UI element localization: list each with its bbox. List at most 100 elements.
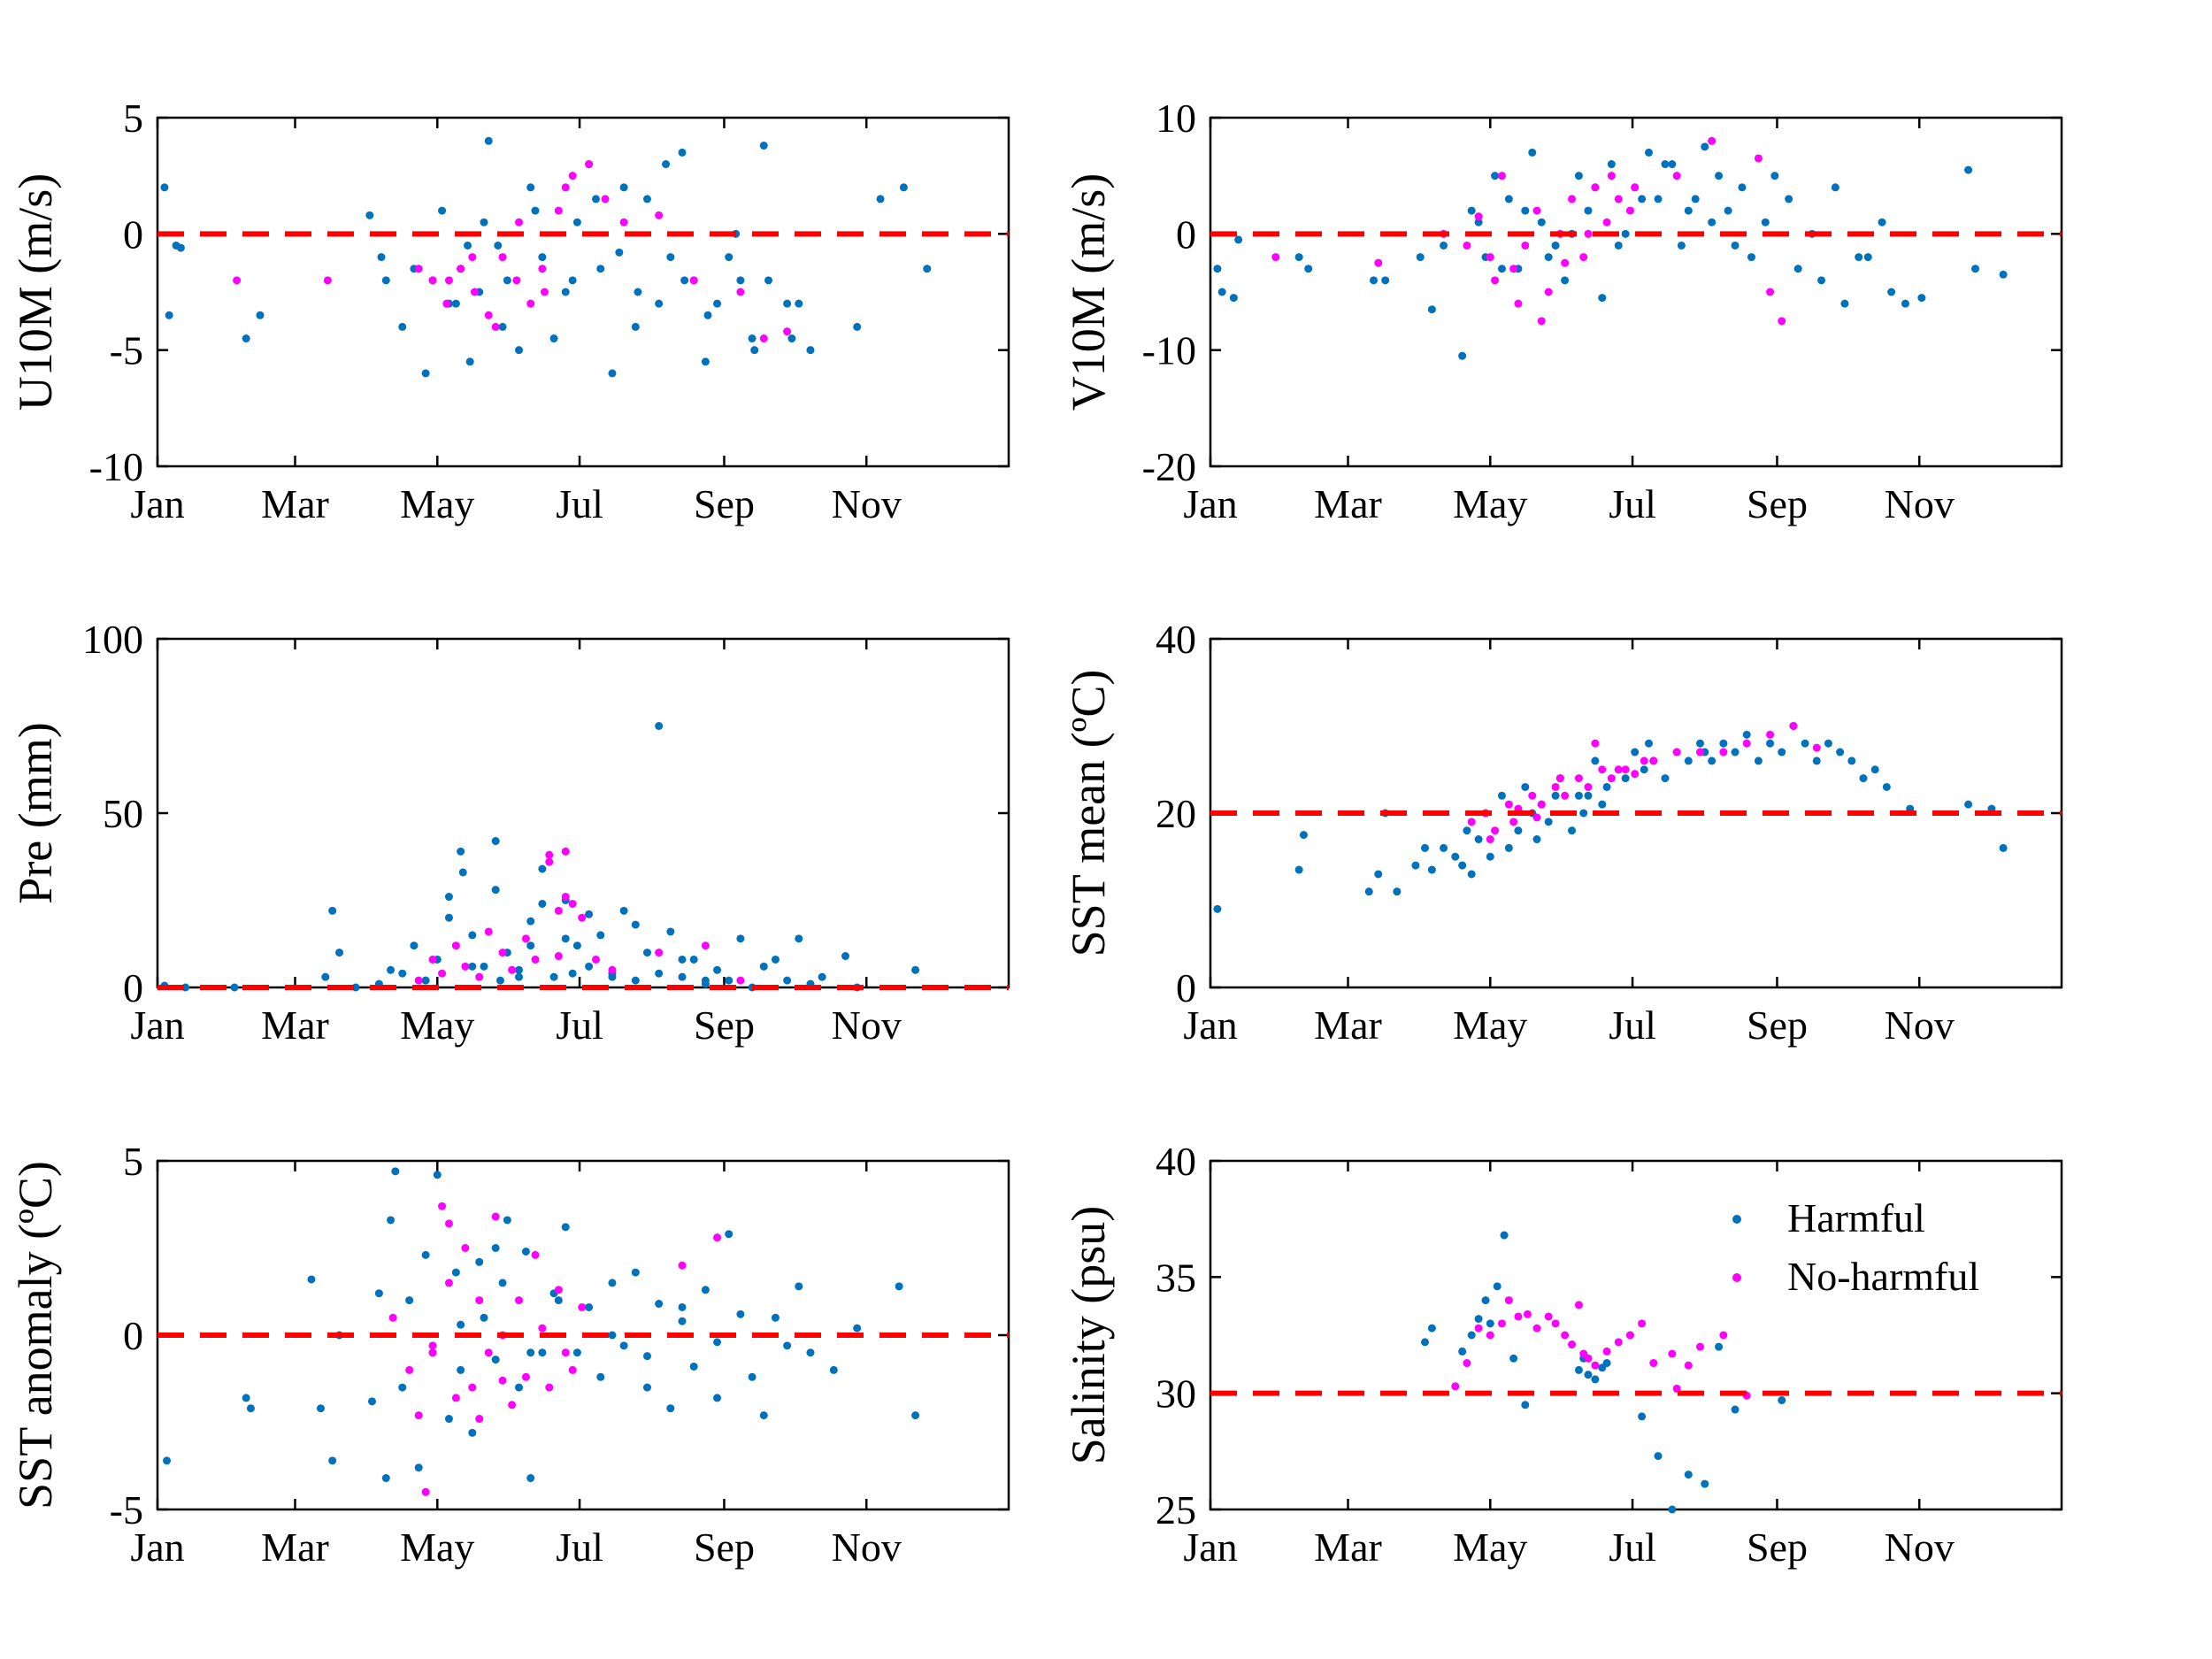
data-point — [316, 1404, 325, 1413]
data-point — [458, 868, 467, 877]
data-point — [655, 722, 664, 730]
data-point — [615, 248, 624, 257]
y-axis-label: SST anomaly (ºC) — [9, 1161, 62, 1509]
panel-sst_anomaly: Jan Mar May Jul Sep Nov -5 0 5 SST anomaly (ºC) — [9, 1139, 1010, 1570]
data-point — [1497, 791, 1506, 800]
data-point — [1719, 739, 1728, 748]
data-point — [480, 1313, 488, 1322]
data-point — [911, 965, 920, 974]
data-point — [515, 965, 524, 974]
data-point — [1695, 748, 1704, 757]
data-point — [1649, 1359, 1658, 1368]
data-point — [771, 955, 780, 964]
data-point — [713, 1338, 722, 1347]
data-point — [515, 972, 524, 981]
data-point — [526, 941, 535, 950]
y-axis-label: Pre (mm) — [9, 722, 62, 903]
y-tick-label: 0 — [123, 1313, 143, 1358]
data-point — [725, 253, 733, 262]
data-point — [163, 1456, 172, 1465]
data-point — [1778, 748, 1786, 757]
data-point — [545, 850, 554, 859]
data-point — [561, 1348, 570, 1357]
data-point — [596, 1372, 605, 1381]
data-point — [1532, 206, 1541, 215]
data-point — [1393, 887, 1402, 896]
data-point — [1486, 1319, 1494, 1328]
data-point — [713, 1233, 722, 1242]
data-point — [328, 906, 337, 915]
data-point — [1574, 1301, 1583, 1310]
data-point — [444, 276, 453, 285]
x-tick-label: Sep — [694, 481, 755, 526]
data-point — [1672, 172, 1681, 180]
data-point — [764, 276, 773, 285]
data-point — [1640, 765, 1648, 774]
data-point — [526, 917, 535, 926]
data-point — [1514, 1312, 1523, 1321]
data-point — [1621, 765, 1630, 774]
data-point — [428, 955, 437, 964]
data-point — [619, 906, 628, 915]
data-point — [1602, 782, 1611, 791]
data-point — [233, 276, 242, 285]
data-point — [1374, 870, 1383, 879]
data-point — [1574, 172, 1583, 180]
data-point — [1521, 782, 1530, 791]
data-point — [531, 1250, 540, 1259]
data-point — [1493, 1282, 1502, 1291]
data-point — [414, 976, 423, 985]
data-point — [736, 288, 745, 296]
data-point — [585, 910, 594, 918]
y-tick-label: -5 — [110, 328, 143, 373]
data-point — [1591, 1361, 1600, 1370]
data-point — [365, 211, 374, 219]
y-tick-label: -10 — [1142, 328, 1196, 373]
data-point — [1840, 299, 1849, 308]
data-point — [414, 265, 423, 273]
data-point — [526, 1348, 535, 1357]
data-point — [1668, 1349, 1677, 1358]
data-point — [853, 1324, 862, 1333]
data-point — [1544, 1312, 1553, 1321]
y-axis-label: Salinity (psu) — [1062, 1206, 1115, 1465]
x-tick-label: May — [400, 481, 474, 526]
data-point — [771, 1313, 780, 1322]
x-tick-label: Jan — [130, 481, 184, 526]
data-point — [444, 1279, 453, 1287]
data-point — [601, 195, 610, 204]
data-point — [1561, 258, 1570, 267]
data-point — [1859, 774, 1868, 783]
data-point — [1474, 212, 1483, 221]
data-point — [1708, 218, 1717, 227]
data-point — [1789, 722, 1798, 730]
data-point — [484, 927, 493, 936]
data-point — [619, 183, 628, 192]
data-point — [387, 965, 396, 974]
data-point — [689, 955, 698, 964]
data-point — [713, 1394, 722, 1402]
data-point — [1701, 1479, 1709, 1488]
data-point — [521, 1372, 530, 1381]
data-point — [531, 955, 540, 964]
data-point — [1463, 826, 1471, 835]
data-point — [484, 1348, 493, 1357]
legend-marker-harmful — [1732, 1215, 1741, 1224]
data-point — [1731, 241, 1740, 250]
data-point — [526, 183, 535, 192]
data-point — [1271, 253, 1280, 262]
data-point — [521, 1247, 530, 1256]
data-point — [591, 955, 600, 964]
x-tick-label: Mar — [261, 1002, 329, 1048]
y-tick-label: 40 — [1156, 617, 1196, 662]
data-point — [549, 334, 558, 343]
data-point — [508, 1401, 517, 1409]
data-point — [1497, 172, 1506, 180]
data-point — [1591, 739, 1600, 748]
data-point — [1467, 206, 1476, 215]
data-point — [1486, 835, 1494, 844]
data-point — [678, 972, 687, 981]
data-point — [491, 322, 500, 331]
data-point — [561, 893, 570, 902]
data-point — [242, 1394, 250, 1402]
